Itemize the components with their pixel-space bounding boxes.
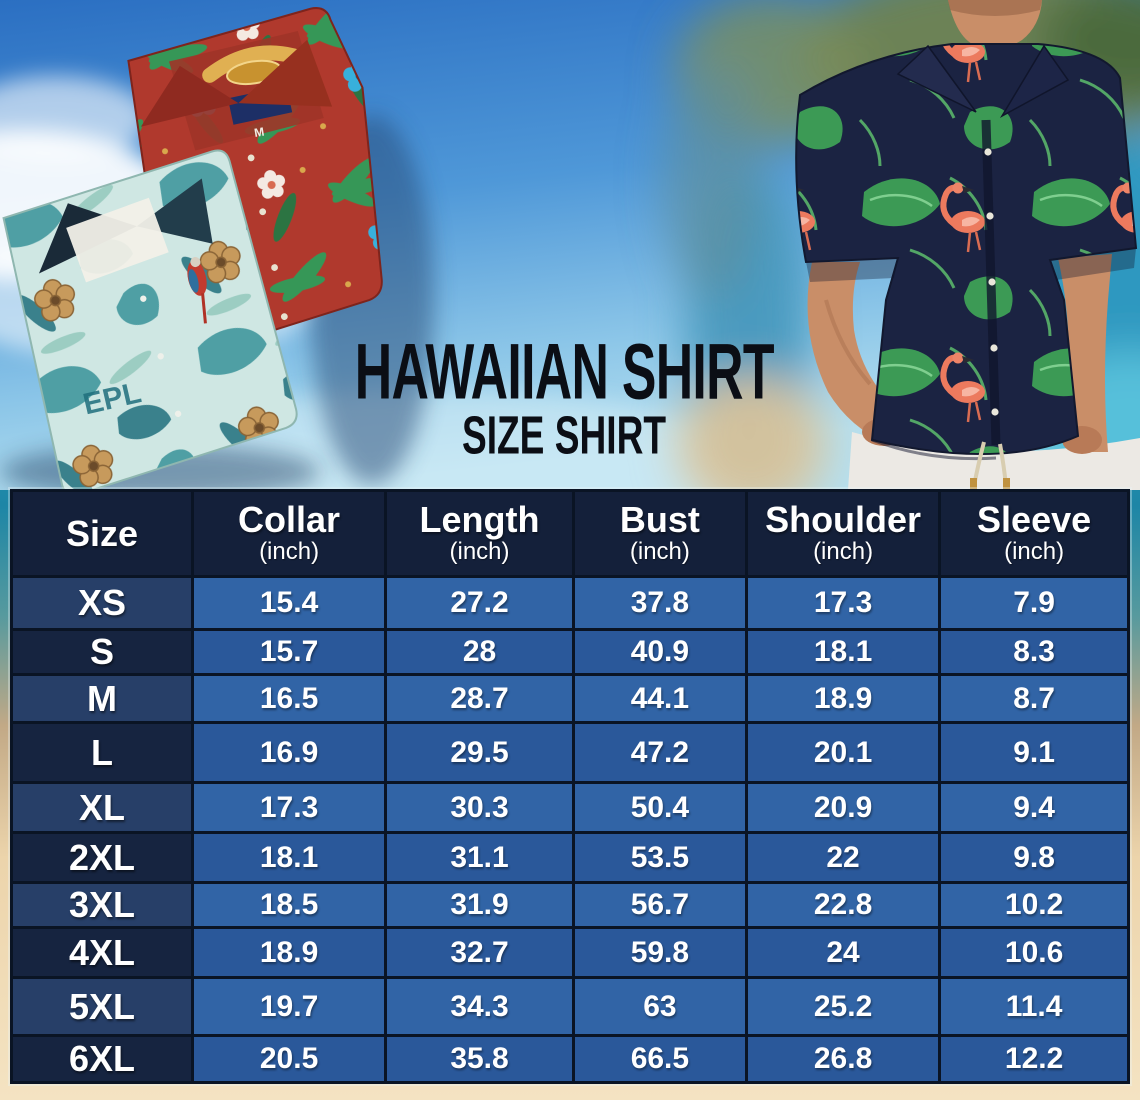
column-header-length: Length (inch) [384, 489, 575, 578]
table-row-xl: XL 17.3 30.3 50.4 20.9 9.4 [10, 781, 1130, 834]
length-value: 34.3 [384, 976, 575, 1037]
table-row-s: S 15.7 28 40.9 18.1 8.3 [10, 628, 1130, 676]
column-label: Sleeve [977, 499, 1092, 541]
bust-value: 53.5 [571, 831, 748, 884]
collar-value: 15.4 [190, 575, 388, 631]
shoulder-value: 26.8 [744, 1034, 942, 1084]
size-cell: XL [10, 781, 194, 834]
size-cell: 4XL [10, 926, 194, 979]
column-unit: (inch) [449, 538, 510, 566]
bust-value: 50.4 [571, 781, 748, 834]
collar-value: 18.9 [190, 926, 388, 979]
shoulder-value: 22.8 [744, 881, 942, 929]
size-cell: 2XL [10, 831, 194, 884]
parrot-print [187, 257, 207, 324]
shoulder-value: 22 [744, 831, 942, 884]
length-value: 29.5 [384, 721, 575, 784]
table-row-xs: XS 15.4 27.2 37.8 17.3 7.9 [10, 575, 1130, 631]
sleeve-value: 9.8 [938, 831, 1130, 884]
size-cell: S [10, 628, 194, 676]
size-cell: XS [10, 575, 194, 631]
folded-shirts-photo: M EPL [0, 7, 434, 490]
size-cell: M [10, 673, 194, 724]
table-row-3xl: 3XL 18.5 31.9 56.7 22.8 10.2 [10, 881, 1130, 929]
table-row-2xl: 2XL 18.1 31.1 53.5 22 9.8 [10, 831, 1130, 884]
bust-value: 66.5 [571, 1034, 748, 1084]
column-header-shoulder: Shoulder (inch) [744, 489, 942, 578]
table-row-6xl: 6XL 20.5 35.8 66.5 26.8 12.2 [10, 1034, 1130, 1084]
column-header-size: Size [10, 489, 194, 578]
column-unit: (inch) [1004, 538, 1065, 566]
collar-value: 19.7 [190, 976, 388, 1037]
bust-value: 40.9 [571, 628, 748, 676]
table-row-5xl: 5XL 19.7 34.3 63 25.2 11.4 [10, 976, 1130, 1037]
collar-value: 17.3 [190, 781, 388, 834]
bust-value: 37.8 [571, 575, 748, 631]
collar-value: 15.7 [190, 628, 388, 676]
shoulder-value: 25.2 [744, 976, 942, 1037]
sleeve-value: 10.2 [938, 881, 1130, 929]
length-value: 28 [384, 628, 575, 676]
size-cell: 5XL [10, 976, 194, 1037]
header-row: Size Collar (inch) Length (inch) Bust (i… [10, 489, 1130, 578]
length-value: 31.1 [384, 831, 575, 884]
sleeve-value: 9.4 [938, 781, 1130, 834]
column-header-bust: Bust (inch) [571, 489, 748, 578]
sleeve-value: 8.3 [938, 628, 1130, 676]
column-label: Shoulder [765, 499, 922, 541]
collar-value: 18.5 [190, 881, 388, 929]
flamingo-shirt [795, 0, 1138, 461]
shoulder-value: 20.1 [744, 721, 942, 784]
size-cell: 3XL [10, 881, 194, 929]
column-header-sleeve: Sleeve (inch) [938, 489, 1130, 578]
length-value: 31.9 [384, 881, 575, 929]
sleeve-value: 7.9 [938, 575, 1130, 631]
sleeve-value: 12.2 [938, 1034, 1130, 1084]
size-cell: 6XL [10, 1034, 194, 1084]
bust-value: 44.1 [571, 673, 748, 724]
column-unit: (inch) [813, 538, 874, 566]
white-pants [848, 432, 1140, 490]
sleeve-value: 8.7 [938, 673, 1130, 724]
model-photo [795, 0, 1140, 490]
drawstring [970, 441, 1010, 490]
bust-value: 47.2 [571, 721, 748, 784]
length-value: 28.7 [384, 673, 575, 724]
column-unit: (inch) [629, 538, 690, 566]
shoulder-value: 18.9 [744, 673, 942, 724]
length-value: 32.7 [384, 926, 575, 979]
shoulder-value: 17.3 [744, 575, 942, 631]
red-shirt-size-tag: M [253, 125, 265, 140]
collar-value: 16.5 [190, 673, 388, 724]
bust-value: 63 [571, 976, 748, 1037]
collar-value: 16.9 [190, 721, 388, 784]
sleeve-value: 9.1 [938, 721, 1130, 784]
length-value: 27.2 [384, 575, 575, 631]
column-label: Collar [238, 499, 341, 541]
table-row-m: M 16.5 28.7 44.1 18.9 8.7 [10, 673, 1130, 724]
column-header-collar: Collar (inch) [190, 489, 388, 578]
length-value: 35.8 [384, 1034, 575, 1084]
length-value: 30.3 [384, 781, 575, 834]
column-label: Size [65, 512, 138, 554]
size-cell: L [10, 721, 194, 784]
shoulder-value: 18.1 [744, 628, 942, 676]
hero-photo-collage: M EPL [0, 0, 1140, 490]
column-label: Length [419, 499, 540, 541]
teal-hawaiian-shirt: EPL [2, 149, 298, 490]
collar-value: 18.1 [190, 831, 388, 884]
table-row-4xl: 4XL 18.9 32.7 59.8 24 10.6 [10, 926, 1130, 979]
bust-value: 56.7 [571, 881, 748, 929]
size-chart-table: Size Collar (inch) Length (inch) Bust (i… [10, 489, 1130, 1084]
column-label: Bust [619, 499, 700, 541]
table-row-l: L 16.9 29.5 47.2 20.1 9.1 [10, 721, 1130, 784]
bust-value: 59.8 [571, 926, 748, 979]
sleeve-value: 11.4 [938, 976, 1130, 1037]
column-unit: (inch) [259, 538, 320, 566]
shoulder-value: 24 [744, 926, 942, 979]
sleeve-value: 10.6 [938, 926, 1130, 979]
collar-value: 20.5 [190, 1034, 388, 1084]
shoulder-value: 20.9 [744, 781, 942, 834]
